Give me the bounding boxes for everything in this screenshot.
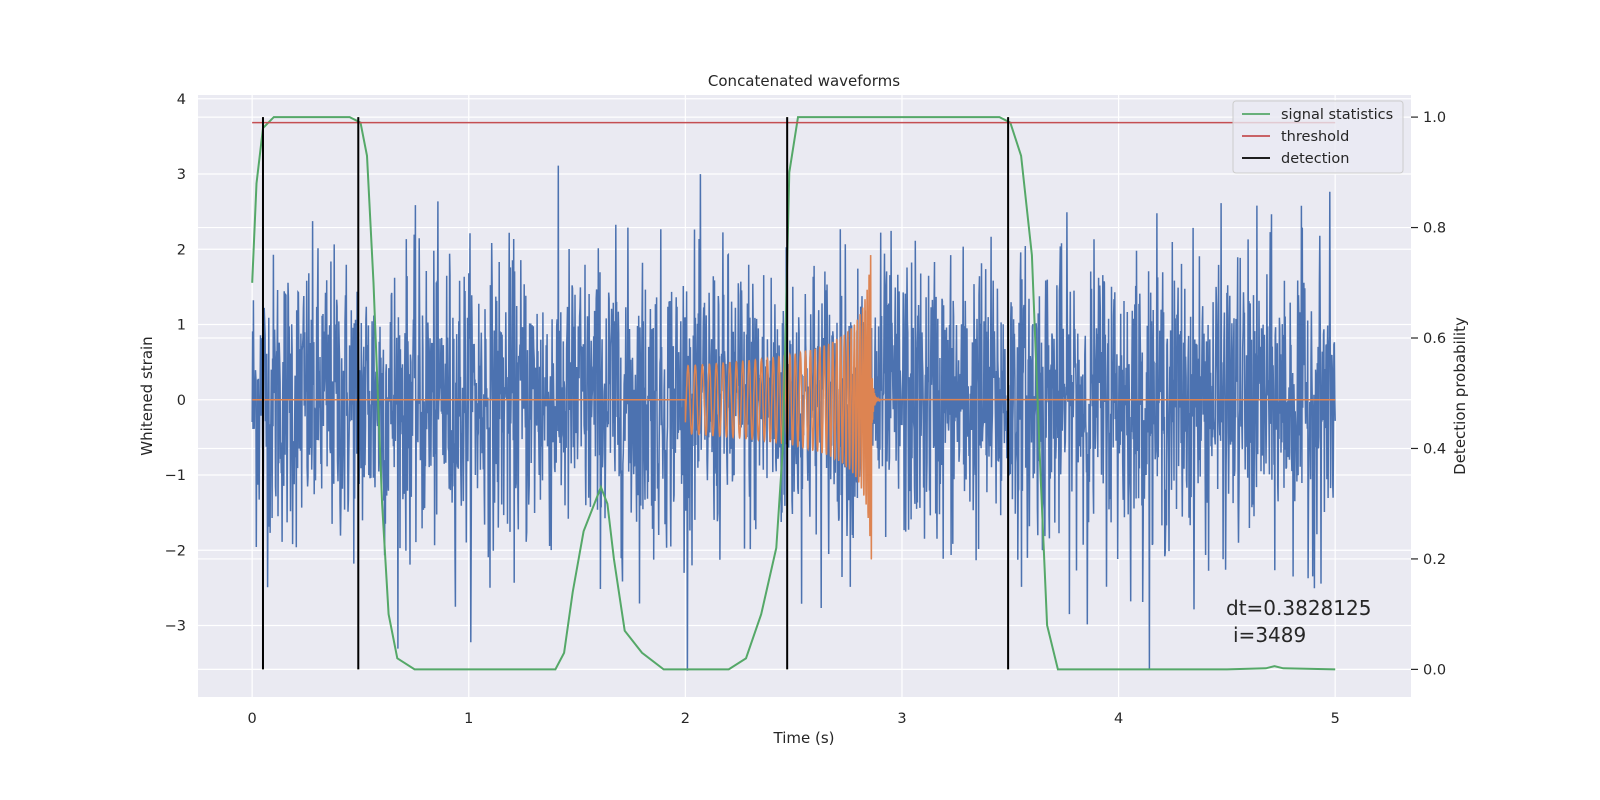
x-axis-ticks: 0 1 2 3 4 5 [248,711,1340,727]
plot-series [251,116,1336,671]
signal-statistics-line [251,116,1336,671]
y-right-tick-label: 0.6 [1423,331,1446,347]
x-tick-label: 2 [681,711,690,727]
y-tick-label: −2 [165,543,186,559]
y-axis-right-label: Detection probability [1451,317,1469,475]
y-right-tick-label: 0.2 [1423,552,1446,568]
injection-series-line [252,254,1336,560]
detection-lines [261,117,1010,670]
y-right-tick-label: 0.8 [1423,221,1446,237]
annotation-dt: dt=0.3828125 [1226,596,1371,620]
legend-box [1232,100,1404,174]
chart-title: Concatenated waveforms [708,72,900,90]
x-tick-label: 4 [1114,711,1123,727]
x-tick-label: 1 [464,711,473,727]
y-tick-label: 2 [177,242,186,258]
x-tick-label: 5 [1331,711,1340,727]
legend-label-threshold: threshold [1281,129,1349,145]
legend-label-signal-statistics: signal statistics [1281,107,1393,123]
x-tick-label: 3 [897,711,906,727]
y-tick-label: 0 [177,393,186,409]
y-right-tick-label: 0.4 [1423,441,1446,457]
y-right-tick-label: 1.0 [1423,110,1446,126]
y-axis-right-ticks: 0.0 0.2 0.4 0.6 0.8 1.0 [1411,110,1446,678]
x-axis-label: Time (s) [773,729,835,747]
y-tick-label: −1 [165,468,186,484]
annotation-i: i=3489 [1233,623,1306,647]
y-tick-label: 1 [177,318,186,334]
y-tick-label: 3 [177,167,186,183]
x-tick-label: 0 [248,711,257,727]
y-tick-label: −3 [165,619,186,635]
y-axis-label: Whitened strain [138,336,156,455]
legend-label-detection: detection [1281,151,1349,167]
y-tick-label: 4 [177,92,186,108]
y-right-tick-label: 0.0 [1423,662,1446,678]
legend: signal statistics threshold detection [1232,100,1404,174]
y-axis-left-ticks: −3 −2 −1 0 1 2 3 4 [165,92,186,635]
